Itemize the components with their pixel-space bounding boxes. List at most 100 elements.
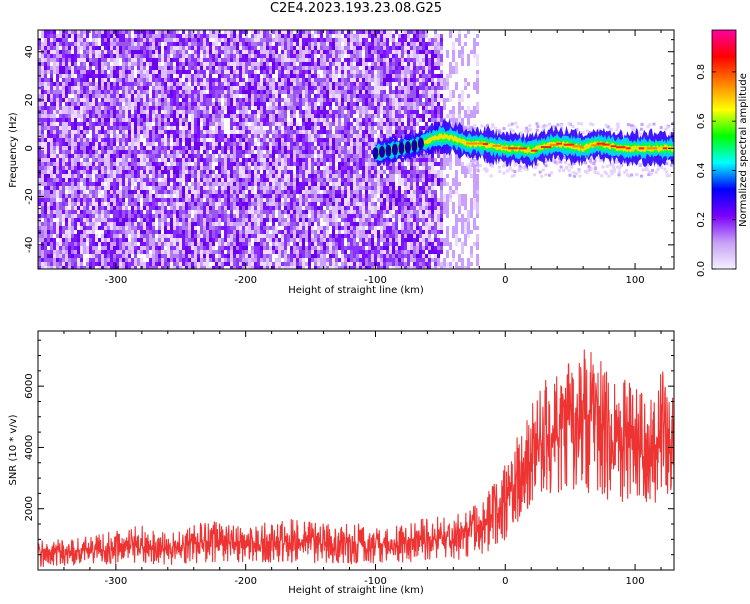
spectrogram-cell bbox=[329, 74, 332, 78]
spectrogram-cell bbox=[221, 162, 224, 166]
spectrogram-cell bbox=[308, 58, 311, 62]
spectrogram-cell bbox=[176, 166, 179, 170]
spectrogram-cell bbox=[341, 154, 344, 158]
spectrogram-cell bbox=[44, 206, 47, 214]
spectrogram-cell bbox=[263, 174, 266, 178]
spectrogram-cell bbox=[218, 230, 221, 234]
spectrogram-cell bbox=[77, 262, 80, 266]
spectrogram-cell bbox=[167, 34, 170, 38]
spectrogram-cell bbox=[269, 138, 272, 142]
spectrogram-cell bbox=[149, 106, 152, 114]
spectrogram-cell bbox=[278, 30, 281, 34]
spectrogram-cell bbox=[164, 190, 167, 194]
spectrogram-cell bbox=[146, 142, 149, 146]
spectrogram-cell bbox=[209, 258, 212, 262]
spectrogram-cell bbox=[44, 266, 47, 274]
spectrogram-cell bbox=[236, 210, 239, 218]
spectrogram-cell bbox=[245, 50, 248, 54]
spectrogram-cell bbox=[152, 262, 155, 266]
spectrogram-cell bbox=[266, 234, 269, 238]
spectrogram-cell bbox=[320, 78, 323, 82]
spectrogram-cell bbox=[155, 106, 158, 110]
spectrogram-cell bbox=[134, 178, 137, 182]
spectrogram-cell bbox=[119, 182, 122, 186]
spectrogram-cell bbox=[281, 122, 284, 126]
spectrogram-cell bbox=[65, 222, 68, 226]
spectrogram-cell bbox=[77, 254, 80, 258]
spectrogram-cell bbox=[230, 154, 233, 158]
spectrogram-cell bbox=[173, 46, 176, 50]
spectrogram-cell bbox=[53, 90, 56, 94]
spectrogram-cell bbox=[197, 250, 200, 254]
spectrogram-cell bbox=[47, 218, 50, 222]
spectrogram-cell bbox=[239, 206, 242, 210]
spectrogram-cell bbox=[152, 182, 155, 186]
spectrogram-cell bbox=[329, 50, 332, 54]
spectrogram-cell bbox=[323, 90, 326, 94]
spectrogram-cell bbox=[92, 246, 95, 250]
spectrogram-cell bbox=[128, 170, 131, 174]
spectrogram-cell bbox=[164, 130, 167, 134]
spectrogram-cell bbox=[167, 134, 170, 138]
spectrogram-cell bbox=[68, 246, 71, 254]
spectrogram-cell bbox=[122, 70, 125, 78]
spectrogram-cell bbox=[116, 218, 119, 226]
spectrogram-cell bbox=[152, 186, 155, 190]
spectrogram-cell bbox=[167, 70, 170, 74]
spectrogram-cell bbox=[71, 34, 74, 42]
spectrogram-cell bbox=[236, 90, 239, 94]
spectrogram-cell bbox=[323, 70, 326, 74]
spectrogram-cell bbox=[152, 90, 155, 98]
spectrogram-cell bbox=[86, 78, 89, 82]
spectrogram-cell bbox=[230, 66, 233, 70]
spectrogram-cell bbox=[224, 246, 227, 250]
spectrogram-cell bbox=[230, 226, 233, 230]
spectrogram-cell bbox=[290, 222, 293, 226]
spectrogram-cell bbox=[104, 126, 107, 130]
spectrogram-cell bbox=[92, 218, 95, 222]
spectrogram-cell bbox=[149, 222, 152, 230]
spectrogram-cell bbox=[218, 118, 221, 122]
spectrogram-cell bbox=[332, 42, 335, 50]
spectrogram-cell bbox=[56, 146, 59, 150]
spectrogram-cell bbox=[320, 146, 323, 150]
spectrogram-cell bbox=[44, 54, 47, 58]
spectrogram-cell bbox=[71, 170, 74, 174]
spectrogram-cell bbox=[341, 198, 344, 202]
spectrogram-cell bbox=[134, 58, 137, 62]
spectrogram-cell bbox=[89, 66, 92, 70]
spectrogram-cell bbox=[341, 30, 344, 34]
spectrogram-cell bbox=[206, 62, 209, 66]
spectrogram-cell bbox=[179, 70, 182, 78]
spectrogram-cell bbox=[269, 234, 272, 238]
spectrogram-cell bbox=[248, 186, 251, 190]
spectrogram-cell bbox=[272, 90, 275, 94]
spectrogram-cell bbox=[248, 150, 251, 154]
spectrogram-cell bbox=[299, 130, 302, 134]
spectrogram-cell bbox=[293, 210, 296, 214]
spectrogram-cell bbox=[68, 42, 71, 46]
spectrogram-cell bbox=[77, 86, 80, 90]
spectrogram-cell bbox=[260, 54, 263, 58]
spectrogram-cell bbox=[158, 198, 161, 202]
spectrogram-cell bbox=[239, 266, 242, 274]
spectrogram-cell bbox=[191, 166, 194, 170]
spectrogram-cell bbox=[263, 254, 266, 258]
spectrogram-cell bbox=[320, 134, 323, 138]
spectrogram-cell bbox=[269, 158, 272, 162]
spectrogram-cell bbox=[203, 202, 206, 206]
spectrogram-cell bbox=[254, 230, 257, 234]
spectrogram-cell bbox=[266, 166, 269, 170]
spectrogram-cell bbox=[122, 186, 125, 190]
spectrogram-cell bbox=[131, 114, 134, 118]
spectrogram-cell bbox=[167, 178, 170, 182]
spectrogram-cell bbox=[233, 166, 236, 170]
spectrogram-cell bbox=[263, 142, 266, 150]
spectrogram-cell bbox=[272, 150, 275, 158]
spectrogram-cell bbox=[164, 98, 167, 106]
spectrogram-cell bbox=[341, 238, 344, 242]
spectrogram-cell bbox=[104, 258, 107, 266]
spectrogram-cell bbox=[62, 50, 65, 54]
spectrogram-cell bbox=[68, 218, 71, 226]
spectrogram-cell bbox=[170, 94, 173, 98]
